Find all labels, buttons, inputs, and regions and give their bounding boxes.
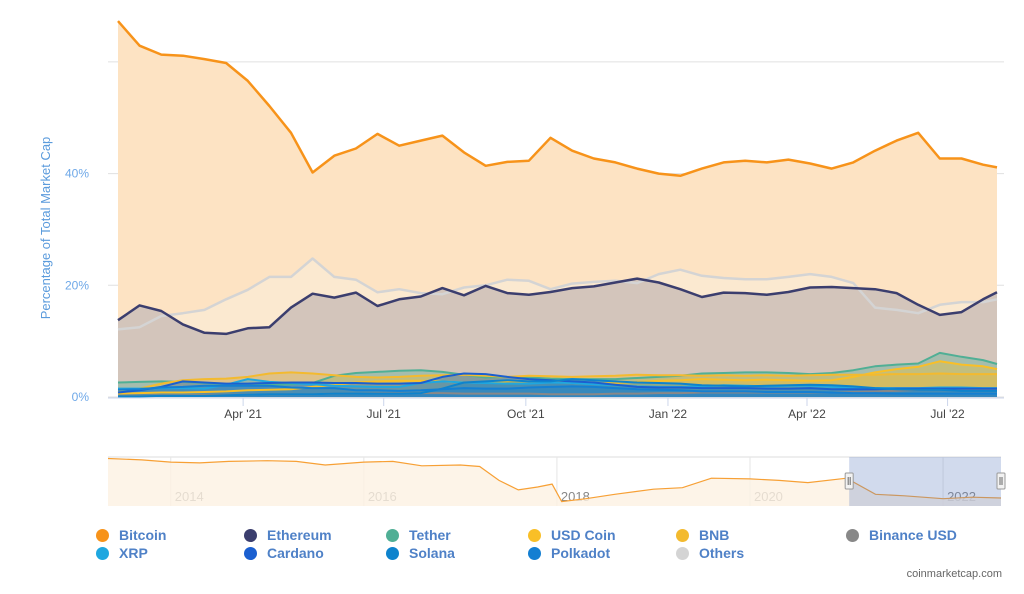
line-polkadot[interactable]: [117, 384, 997, 395]
legend-label: Cardano: [267, 545, 324, 561]
legend-label: Binance USD: [869, 527, 957, 543]
legend-label: Solana: [409, 545, 455, 561]
legend-item-ethereum[interactable]: Ethereum: [244, 527, 332, 543]
legend-item-tether[interactable]: Tether: [386, 527, 451, 543]
line-xrp[interactable]: [118, 378, 997, 390]
navigator-selection[interactable]: [849, 457, 1001, 506]
legend-item-solana[interactable]: Solana: [386, 545, 455, 561]
area-bnb: [118, 372, 997, 397]
range-navigator[interactable]: 20142016201820202022: [107, 456, 1006, 506]
x-tick-label: Oct '21: [507, 407, 545, 421]
legend-item-xrp[interactable]: XRP: [96, 545, 148, 561]
legend-label: XRP: [119, 545, 148, 561]
area-ethereum: [118, 278, 997, 397]
x-axis: Apr '21 Jul '21 Oct '21 Jan '22 Apr '22 Jul '…: [108, 397, 1004, 421]
legend-dot-icon: [528, 528, 541, 542]
legend-item-others[interactable]: Others: [676, 545, 744, 561]
line-bitcoin[interactable]: [117, 20, 998, 178]
y-tick-label: 40%: [65, 167, 89, 181]
legend-dot-icon: [386, 528, 399, 542]
line-ethereum[interactable]: [117, 277, 998, 336]
legend-label: Polkadot: [551, 545, 611, 561]
legend-dot-icon: [676, 528, 689, 542]
credit-link[interactable]: coinmarketcap.com: [906, 568, 1002, 580]
line-tether[interactable]: [117, 351, 998, 386]
legend-item-bnb[interactable]: BNB: [676, 527, 729, 543]
area-binance-usd: [118, 389, 997, 397]
series-areas: [117, 20, 998, 398]
line-bnb[interactable]: [117, 371, 997, 392]
x-tick-label: Apr '21: [224, 407, 262, 421]
line-solana[interactable]: [118, 378, 997, 398]
legend-label: Tether: [409, 527, 451, 543]
legend-dot-icon: [846, 528, 859, 542]
legend-dot-icon: [96, 528, 109, 542]
legend-item-polkadot[interactable]: Polkadot: [528, 545, 610, 561]
navigator-handle-right[interactable]: [996, 472, 1006, 490]
x-tick-label: Jul '21: [367, 407, 402, 421]
legend-dot-icon: [676, 546, 689, 560]
legend-dot-icon: [386, 546, 399, 560]
navigator-handle-left[interactable]: [844, 472, 854, 490]
legend-label: Others: [699, 545, 745, 561]
x-tick-label: Jan '22: [649, 407, 688, 421]
legend-dot-icon: [528, 546, 541, 560]
x-tick-label: Apr '22: [788, 407, 826, 421]
x-tick-label: Jul '22: [930, 407, 965, 421]
y-tick-label: 0%: [72, 390, 90, 404]
y-tick-label: 20%: [65, 278, 89, 292]
navigator-area: [108, 458, 1001, 506]
legend-label: Bitcoin: [119, 527, 167, 543]
navigator-line: [107, 457, 1002, 503]
y-axis-title: Percentage of Total Market Cap: [38, 137, 53, 320]
y-axis: 0% 20% 40%: [65, 167, 89, 404]
legend-label: USD Coin: [551, 527, 616, 543]
legend-dot-icon: [96, 546, 109, 560]
legend-dot-icon: [244, 546, 257, 560]
legend-item-cardano[interactable]: Cardano: [244, 545, 324, 561]
legend-item-bitcoin[interactable]: Bitcoin: [96, 527, 166, 543]
legend-item-usd-coin[interactable]: USD Coin: [528, 527, 616, 543]
legend-dot-icon: [244, 528, 257, 542]
legend-label: BNB: [699, 527, 730, 543]
legend-label: Ethereum: [267, 527, 332, 543]
legend-item-binance-usd[interactable]: Binance USD: [846, 527, 957, 543]
